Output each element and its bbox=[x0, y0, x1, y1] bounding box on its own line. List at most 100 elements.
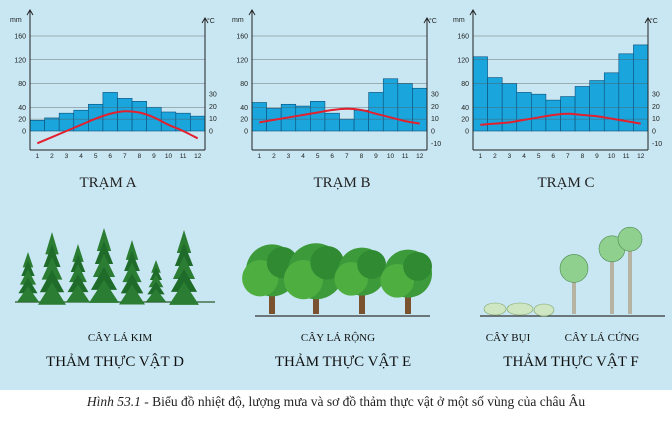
precip-tick-label: 160 bbox=[236, 34, 248, 41]
precip-unit: mm bbox=[232, 17, 244, 24]
month-tick-label: 5 bbox=[316, 153, 320, 160]
temp-tick-label: -10 bbox=[431, 141, 441, 148]
station-b-title: TRẠM B bbox=[313, 175, 371, 191]
precip-tick-label: 80 bbox=[461, 81, 469, 88]
temp-unit: °C bbox=[429, 17, 437, 25]
temp-tick-label: -10 bbox=[652, 141, 662, 148]
month-tick-label: 6 bbox=[330, 153, 334, 160]
temp-tick-label: 0 bbox=[209, 129, 213, 136]
month-tick-label: 11 bbox=[623, 153, 630, 160]
precip-tick-label: 20 bbox=[461, 117, 469, 124]
precip-bar bbox=[190, 115, 206, 132]
figure-caption: Hình 53.1 - Biểu đồ nhiệt độ, lượng mưa … bbox=[0, 394, 672, 410]
temp-tick-label: 30 bbox=[431, 92, 439, 99]
temperature-line bbox=[259, 107, 420, 125]
temp-tick-label: 20 bbox=[209, 104, 217, 111]
plant-label-e: CÂY LÁ RỘNG bbox=[300, 332, 376, 344]
month-tick-label: 12 bbox=[194, 153, 202, 160]
precip-bar bbox=[516, 92, 532, 132]
caption-text: - Biểu đồ nhiệt độ, lượng mưa và sơ đồ t… bbox=[140, 394, 586, 409]
month-tick-label: 12 bbox=[637, 153, 645, 160]
month-tick-label: 5 bbox=[537, 153, 541, 160]
precip-tick-label: 120 bbox=[457, 57, 469, 64]
temp-unit: °C bbox=[207, 17, 215, 25]
temp-tick-label: 0 bbox=[431, 129, 435, 136]
vegetation-title-d: THẢM THỰC VẬT D bbox=[46, 354, 184, 370]
plant-label-f1: CÂY BỤI bbox=[485, 332, 531, 344]
month-tick-label: 10 bbox=[165, 153, 173, 160]
figure-panel: mm °C 0 20 40 80 120 160 0 10 20 30 1 2 3 4 5 6 7 8 9 10 11 12 m… bbox=[0, 0, 672, 390]
precip-tick-label: 160 bbox=[457, 34, 469, 41]
precip-tick-label: 0 bbox=[465, 129, 469, 136]
month-tick-label: 9 bbox=[595, 153, 599, 160]
conifer-tree-icon bbox=[66, 244, 90, 303]
shrub-icon bbox=[533, 303, 555, 317]
conifer-tree-icon bbox=[17, 252, 39, 302]
precip-tick-label: 40 bbox=[18, 105, 26, 112]
y-axis-arrow bbox=[248, 9, 256, 16]
month-tick-label: 3 bbox=[65, 153, 69, 160]
temp-tick-label: 10 bbox=[209, 116, 217, 123]
temp-tick-label: 0 bbox=[652, 129, 656, 136]
month-tick-label: 6 bbox=[108, 153, 112, 160]
precip-unit: mm bbox=[453, 17, 465, 24]
precip-bar bbox=[589, 80, 605, 132]
station-a-title: TRẠM A bbox=[79, 175, 137, 191]
y-axis-arrow bbox=[423, 17, 431, 24]
precip-bar bbox=[29, 120, 45, 132]
precip-bar bbox=[295, 105, 311, 132]
precip-bar bbox=[44, 117, 60, 132]
temperature-line bbox=[36, 110, 199, 145]
precip-tick-label: 80 bbox=[240, 81, 248, 88]
temp-tick-label: 30 bbox=[652, 92, 660, 99]
precip-tick-label: 160 bbox=[14, 34, 26, 41]
precip-tick-label: 20 bbox=[240, 117, 248, 124]
broadleaf-tree-icon bbox=[283, 243, 345, 314]
precip-unit: mm bbox=[10, 17, 22, 24]
shrub-icon bbox=[483, 302, 507, 316]
precip-bar bbox=[131, 101, 147, 132]
precip-tick-label: 0 bbox=[22, 129, 26, 136]
plant-label-d: CÂY LÁ KIM bbox=[87, 332, 153, 344]
month-tick-label: 4 bbox=[79, 153, 83, 160]
shrub-icon bbox=[506, 302, 534, 316]
month-tick-label: 3 bbox=[287, 153, 291, 160]
station-c-title: TRẠM C bbox=[537, 175, 595, 191]
month-tick-label: 2 bbox=[493, 153, 497, 160]
precip-bar bbox=[339, 118, 355, 132]
month-tick-label: 4 bbox=[522, 153, 526, 160]
month-tick-label: 4 bbox=[301, 153, 305, 160]
month-tick-label: 2 bbox=[50, 153, 54, 160]
month-tick-label: 10 bbox=[608, 153, 616, 160]
precip-tick-label: 120 bbox=[236, 57, 248, 64]
precip-bar bbox=[117, 98, 133, 132]
precip-bar bbox=[324, 112, 340, 132]
temp-tick-label: 10 bbox=[652, 116, 660, 123]
month-tick-label: 1 bbox=[35, 153, 39, 160]
month-tick-label: 12 bbox=[416, 153, 424, 160]
month-tick-label: 3 bbox=[508, 153, 512, 160]
y-axis-arrow bbox=[644, 17, 652, 24]
precip-bar bbox=[531, 93, 547, 132]
y-axis-arrow bbox=[201, 17, 209, 24]
conifer-tree-icon bbox=[146, 260, 166, 302]
y-axis-arrow bbox=[469, 9, 477, 16]
plant-label-f2: CÂY LÁ CỨNG bbox=[564, 332, 640, 344]
month-tick-label: 8 bbox=[138, 153, 142, 160]
precip-tick-label: 40 bbox=[240, 105, 248, 112]
precip-bar bbox=[251, 102, 267, 132]
precip-tick-label: 0 bbox=[244, 129, 248, 136]
temp-tick-label: 30 bbox=[209, 92, 217, 99]
temperature-line bbox=[480, 112, 641, 126]
month-tick-label: 2 bbox=[272, 153, 276, 160]
precip-tick-label: 40 bbox=[461, 105, 469, 112]
precip-bar bbox=[603, 72, 620, 132]
month-tick-label: 7 bbox=[123, 153, 127, 160]
sclerophyll-tree-icon bbox=[559, 254, 589, 314]
conifer-tree-icon bbox=[38, 232, 66, 305]
month-tick-label: 11 bbox=[402, 153, 409, 160]
